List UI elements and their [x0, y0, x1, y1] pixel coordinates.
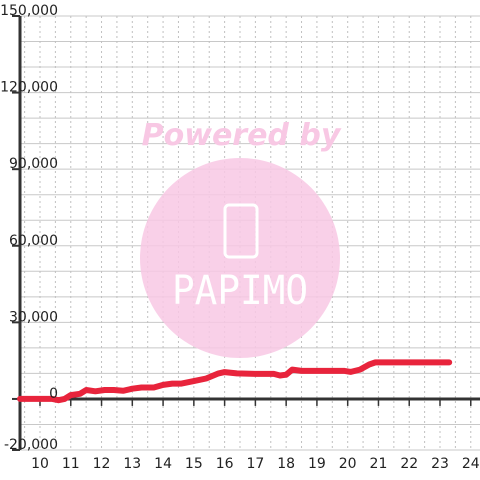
x-tick-label: 24	[462, 456, 480, 472]
x-tick-label: 21	[370, 456, 388, 472]
x-tick-label: 18	[277, 456, 295, 472]
x-tick-label: 20	[339, 456, 357, 472]
x-tick-label: 15	[185, 456, 203, 472]
x-tick-label: 23	[431, 456, 449, 472]
series-group	[17, 359, 453, 404]
y-tick-label: -20,000	[4, 437, 58, 453]
y-tick-labels: -20,000 0 30,000 60,000 90,000 120,000 150,000	[0, 3, 58, 453]
x-tick-label: 11	[62, 456, 80, 472]
x-tick-label: 13	[123, 456, 141, 472]
axes	[12, 15, 480, 451]
phone-icon	[223, 203, 259, 259]
y-tick-label: 120,000	[0, 80, 58, 96]
x-tick-labels: 10 11 12 13 14 15 16 17 18 19 20 21 22 23 24	[31, 456, 480, 472]
y-tick-label: 0	[49, 386, 58, 402]
series-line	[17, 359, 453, 404]
watermark-text: Powered by	[142, 118, 342, 153]
x-tick-label: 19	[308, 456, 326, 472]
y-tick-label: 30,000	[9, 309, 58, 325]
x-tick-label: 12	[93, 456, 111, 472]
watermark: Powered by PAPIMO	[140, 118, 342, 358]
y-tick-label: 90,000	[9, 156, 58, 172]
x-tick-label: 22	[400, 456, 418, 472]
x-tick-label: 17	[246, 456, 264, 472]
y-tick-label: 150,000	[0, 3, 58, 19]
x-tick-label: 14	[154, 456, 172, 472]
y-tick-label: 60,000	[9, 233, 58, 249]
watermark-logo: PAPIMO	[172, 268, 308, 314]
x-tick-label: 10	[31, 456, 49, 472]
x-tick-label: 16	[216, 456, 234, 472]
